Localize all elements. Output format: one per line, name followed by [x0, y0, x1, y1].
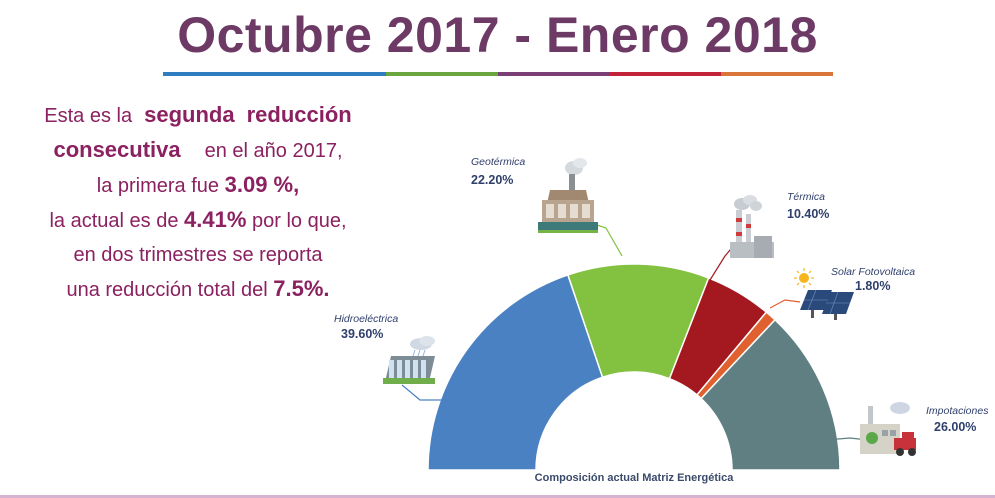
label-solar-name: Solar Fotovoltaica	[831, 266, 915, 278]
imports-factory-icon	[860, 402, 916, 456]
rule-segment	[498, 72, 610, 76]
label-solar-value: 1.80%	[855, 279, 890, 293]
summary-line-6: una reducción total del 7.5%.	[18, 272, 378, 307]
summary-line-2: consecutiva en el año 2017,	[18, 133, 378, 168]
summary-text-span: la primera fue	[96, 175, 220, 197]
summary-text: Esta es la segunda reducción consecutiva en…	[18, 98, 378, 307]
summary-text-span: Esta es la	[44, 105, 133, 127]
current-reduction-value: 4.41%	[184, 207, 247, 232]
first-reduction-value: 3.09 %,	[224, 172, 300, 197]
chart-caption: Composición actual Matriz Energética	[535, 472, 735, 484]
summary-text-span: en el año 2017,	[204, 140, 343, 162]
leader-line-solar	[769, 299, 801, 309]
summary-line-1: Esta es la segunda reducción	[18, 98, 378, 133]
page-title: Octubre 2017 - Enero 2018	[177, 7, 818, 63]
summary-line-5: en dos trimestres se reporta	[18, 238, 378, 272]
hydro-plant-icon	[383, 336, 435, 384]
label-hidro-name: Hidroeléctrica	[334, 313, 398, 325]
leader-line-hidro	[401, 384, 447, 401]
summary-line-4: la actual es de 4.41% por lo que,	[18, 203, 378, 238]
label-termica-value: 10.40%	[787, 207, 829, 221]
label-geo-name: Geotérmica	[471, 156, 525, 168]
summary-emphasis: reducción	[246, 102, 352, 127]
label-hidro-value: 39.60%	[341, 327, 383, 341]
solar-panel-icon	[794, 268, 854, 320]
summary-line-3: la primera fue 3.09 %,	[18, 168, 378, 203]
label-geo-value: 22.20%	[471, 173, 513, 187]
rule-segment	[386, 72, 499, 76]
rule-segment	[274, 72, 387, 76]
summary-text-span: en dos trimestres se reporta	[73, 244, 323, 266]
summary-text-span: por lo que,	[251, 210, 347, 232]
thermal-plant-icon	[730, 195, 774, 258]
rule-segment	[609, 72, 722, 76]
summary-emphasis: consecutiva	[53, 137, 181, 162]
summary-text-span: una reducción total del	[66, 279, 268, 301]
slice-hidro	[427, 273, 604, 471]
summary-emphasis: segunda	[144, 102, 235, 127]
label-import-name: Impotaciones	[926, 405, 989, 417]
geothermal-plant-icon	[538, 158, 598, 233]
summary-text-span: la actual es de	[49, 210, 179, 232]
rule-segment	[721, 72, 834, 76]
rule-segment	[163, 72, 275, 76]
chart-slices	[427, 263, 841, 471]
slice-importaciones	[700, 318, 841, 471]
footer-divider	[0, 495, 995, 498]
label-import-value: 26.00%	[934, 420, 976, 434]
label-termica-name: Térmica	[787, 191, 825, 203]
title-underline	[163, 72, 834, 76]
total-reduction-value: 7.5%.	[273, 276, 330, 301]
